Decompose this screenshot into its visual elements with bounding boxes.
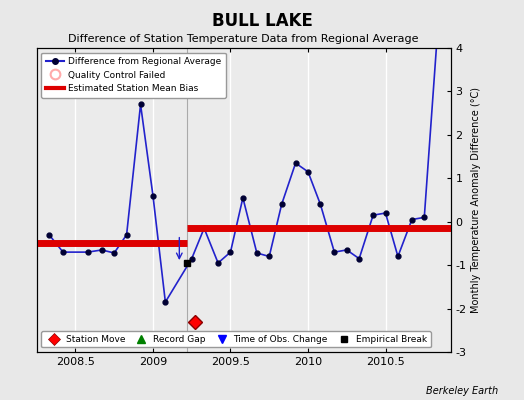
Text: BULL LAKE: BULL LAKE (212, 12, 312, 30)
Y-axis label: Monthly Temperature Anomaly Difference (°C): Monthly Temperature Anomaly Difference (… (471, 87, 481, 313)
Legend: Station Move, Record Gap, Time of Obs. Change, Empirical Break: Station Move, Record Gap, Time of Obs. C… (41, 331, 431, 348)
Text: Berkeley Earth: Berkeley Earth (425, 386, 498, 396)
Title: Difference of Station Temperature Data from Regional Average: Difference of Station Temperature Data f… (69, 34, 419, 44)
